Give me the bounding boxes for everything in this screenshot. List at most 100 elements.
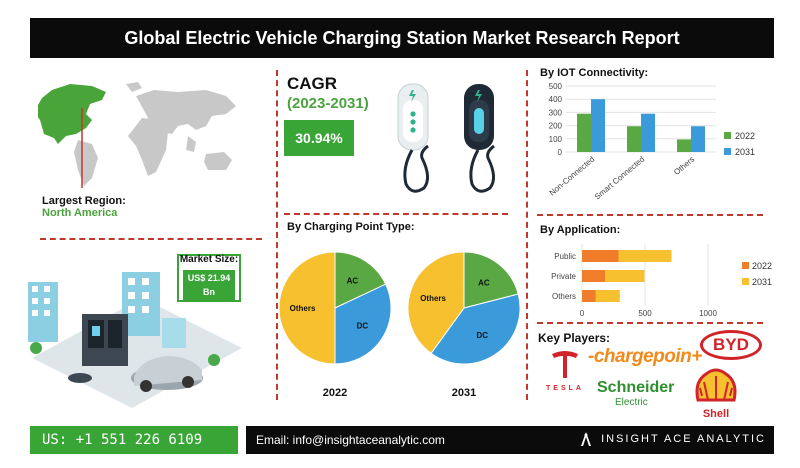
separator-cagr [284,213,508,215]
tesla-t-icon [552,351,578,378]
pie-slice-others [407,251,465,355]
footer-contact-bar: Email: info@insightaceanalytic.com INSIG… [246,426,774,454]
iot-x-tick: Non-Connected [548,155,597,198]
ev-charging-city-illustration [28,272,242,408]
footer-phone[interactable]: US: +1 551 226 6109 [42,432,203,448]
region-value: North America [42,207,118,219]
pie-slice-ac [334,251,387,309]
market-size-label: Market Size: [179,254,239,265]
key-players-title: Key Players: [538,331,611,345]
iot-bar-2022 [577,113,591,152]
pie-slice-ac [463,251,519,309]
pie-slice-dc [430,293,521,365]
iot-x-tick: Others [672,155,696,177]
iot-bar-2031 [691,126,705,152]
application-bar-chart: 0 500 1000 Public Private Others 2022 2031 [551,244,772,318]
iot-y-tick: 100 [549,135,563,144]
app-x-tick: 500 [638,309,652,318]
charging-pie-charts: AC DC Others 2022 AC DC Others 2031 [278,251,521,399]
charger-dark [464,84,495,193]
iot-bar-2022 [677,139,691,152]
map-australia [204,152,232,170]
app-legend-label: 2022 [752,261,772,271]
iot-bar-2031 [591,99,605,152]
pie-year-label: 2031 [452,387,476,399]
app-bar-2022 [582,290,596,302]
byd-wordmark: BYD [713,335,749,354]
iot-legend-swatch [724,148,731,155]
application-title: By Application: [540,224,621,236]
app-legend-swatch [742,262,749,269]
cagr-label: CAGR [287,74,338,93]
region-block: Largest Region: North America [42,195,126,219]
tesla-logo: TESLA [540,350,590,392]
pie-label-dc: DC [357,321,369,330]
iot-y-tick: 200 [549,122,563,131]
map-greenland [126,82,142,92]
world-map [38,82,236,188]
app-bar-2031 [595,290,620,302]
separator-application [537,322,763,324]
market-size-value: US$ 21.94 Bn (2022) [183,270,235,311]
map-south-america [74,140,98,186]
cagr-value: 30.94% [295,130,343,146]
iot-y-tick: 400 [549,95,563,104]
app-y-tick: Private [551,272,576,281]
market-size-year: (2022) [195,301,222,311]
app-y-tick: Public [554,252,576,261]
market-size-amount: US$ 21.94 Bn [187,273,231,297]
footer-email[interactable]: Email: info@insightaceanalytic.com [256,433,445,447]
app-x-tick: 1000 [699,309,717,318]
market-size-box: Market Size: US$ 21.94 Bn (2022) [177,254,241,311]
app-bar-2022 [582,270,606,282]
pie-year-label: 2022 [323,387,347,399]
charger-light [397,83,429,193]
separator-right [526,70,528,400]
footer-brand: INSIGHT ACE ANALYTIC [581,432,766,446]
pie-label-ac: AC [347,277,359,286]
charger-illustrations [397,83,495,193]
iot-y-tick: 500 [549,82,563,91]
map-north-america-highlight [38,84,106,144]
app-bar-2031 [618,250,672,262]
charging-title: By Charging Point Type: [287,221,415,233]
schneider-wordmark: Schneider [597,379,675,396]
app-x-tick: 0 [580,309,585,318]
separator-region [40,238,262,240]
footer-brand-name: INSIGHT ACE ANALYTIC [601,433,766,445]
pie-slice-dc [334,283,392,365]
iot-legend-swatch [724,132,731,139]
shell-wordmark: Shell [702,408,730,420]
app-y-tick: Others [552,292,576,301]
app-legend-label: 2031 [752,277,772,287]
separator-left [276,70,278,400]
footer-phone-box: US: +1 551 226 6109 [30,426,238,454]
cagr-value-box: 30.94% [284,120,354,156]
pie-label-ac: AC [478,278,490,287]
schneider-logo: Schneider Electric [597,380,674,410]
iot-bar-2022 [627,126,641,152]
byd-logo: BYD [700,330,762,360]
cagr-period: (2023-2031) [287,95,369,112]
report-title-bar: Global Electric Vehicle Charging Station… [30,18,774,58]
iot-title: By IOT Connectivity: [540,67,649,79]
app-legend-swatch [742,278,749,285]
map-africa [128,118,168,176]
separator-iot [537,214,763,216]
pie-slice-others [278,251,336,365]
tesla-wordmark: TESLA [546,385,584,392]
pie-label-others: Others [420,294,446,303]
iot-y-tick: 0 [558,148,563,157]
map-india [186,136,196,152]
pie-label-dc: DC [476,331,488,340]
shell-logo: Shell [694,366,738,420]
pie-label-others: Others [290,304,316,313]
chargepoint-logo: -chargepoin+ [588,346,702,367]
insightace-logo-icon [581,432,592,446]
iot-legend-label: 2031 [735,147,755,157]
shell-pecten-icon [695,368,737,402]
iot-legend-label: 2022 [735,131,755,141]
iot-y-tick: 300 [549,108,563,117]
app-bar-2022 [582,250,619,262]
